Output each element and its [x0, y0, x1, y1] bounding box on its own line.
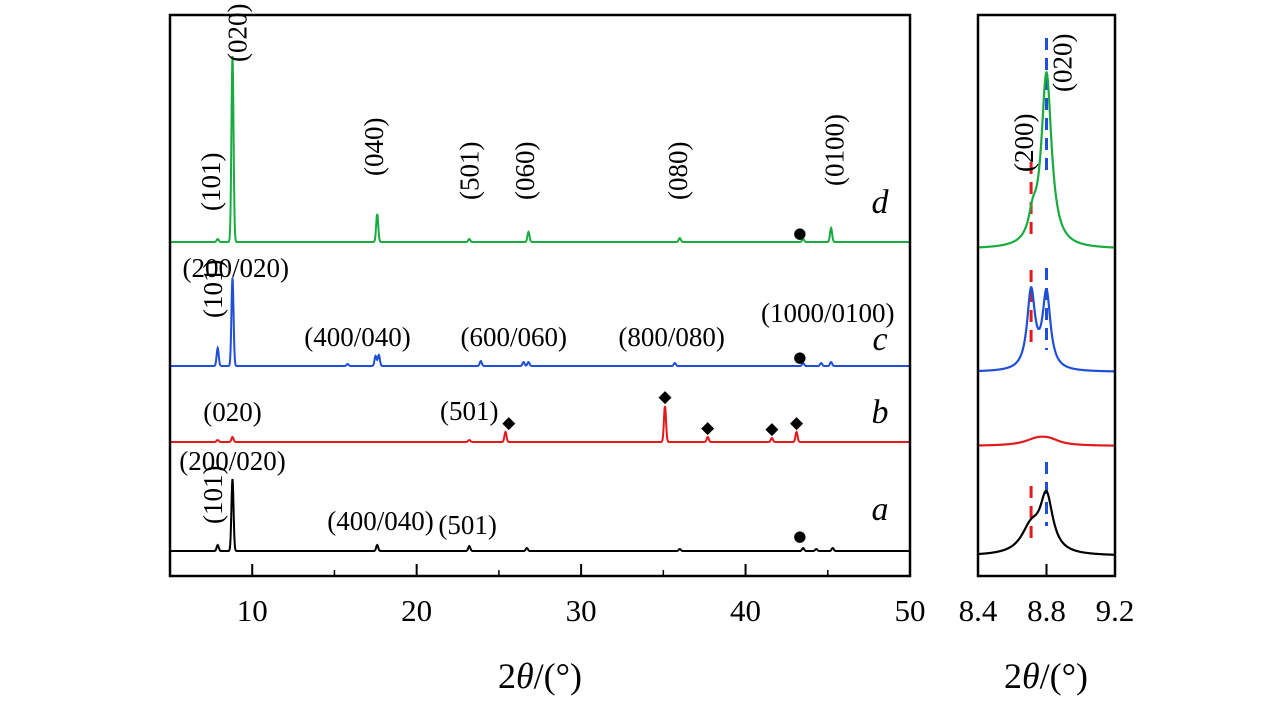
zoom-tick-label-1: 8.8 [1027, 593, 1066, 628]
zoom-x-title-suffix: /(°) [1040, 656, 1088, 696]
main-x-axis: 10 20 30 40 50 [237, 564, 926, 628]
main-tick-label-0: 10 [237, 593, 268, 628]
peak-label-d-2: (040) [359, 118, 389, 176]
curve-d [170, 55, 910, 243]
dot-marker-a-0: ● [793, 527, 806, 545]
diamond-marker-b-4: ◆ [790, 413, 804, 433]
diamond-marker-b-3: ◆ [765, 419, 779, 439]
main-series-group [170, 55, 910, 552]
peak-label-d-4: (060) [510, 142, 540, 200]
main-plot-frame [168, 13, 912, 578]
zoom-curve-d [977, 70, 1116, 249]
peak-label-c-5: (1000/0100) [761, 298, 894, 328]
peak-label-b-1: (501) [440, 396, 498, 426]
zoom-x-axis-title: 2θ/(°) [1004, 656, 1088, 696]
zoom-series-group [977, 70, 1116, 556]
peak-label-c-4: (800/080) [618, 322, 724, 352]
peak-label-a-3: (501) [438, 510, 496, 540]
main-annotations: (101)(200/020)(400/040) (501) ●a(020) (501)… [179, 4, 894, 545]
zoom-ref-label-0: (200) [1009, 114, 1039, 172]
peak-label-c-2: (400/040) [304, 322, 410, 352]
peak-label-a-2: (400/040) [327, 506, 433, 536]
zoom-ref-label-1: (020) [1048, 34, 1078, 92]
main-tick-label-4: 50 [895, 593, 926, 628]
curve-label-b: b [872, 394, 889, 431]
peak-label-c-0: (101) [198, 260, 228, 318]
main-tick-label-1: 20 [401, 593, 432, 628]
zoom-curve-c [977, 285, 1116, 373]
diamond-marker-b-2: ◆ [701, 418, 715, 438]
zoom-panel: (200) (020) 8.4 8.8 9.2 2θ/(°) [959, 13, 1135, 696]
curve-label-a: a [872, 491, 889, 528]
x-title-prefix: 2 [498, 656, 516, 696]
peak-label-b-0: (020) [203, 397, 261, 427]
curve-label-d: d [872, 184, 890, 221]
curve-a [170, 478, 910, 552]
peak-label-d-6: (0100) [819, 114, 849, 186]
peak-label-c-3: (600/060) [460, 322, 566, 352]
peak-label-a-1: (200/020) [179, 446, 285, 476]
zoom-reference-lines: (200) (020) [1009, 34, 1078, 546]
peak-label-d-3: (501) [454, 142, 484, 200]
main-panel: (101)(200/020)(400/040) (501) ●a(020) (501)… [168, 4, 926, 696]
main-tick-label-3: 40 [730, 593, 761, 628]
diamond-marker-b-1: ◆ [658, 387, 672, 407]
peak-label-a-0: (101) [198, 466, 228, 524]
main-x-axis-title: 2θ/(°) [498, 656, 582, 696]
peak-label-c-1: (200/020) [183, 253, 289, 283]
x-title-theta: θ [516, 656, 534, 696]
peak-label-d-0: (101) [196, 153, 226, 211]
zoom-curve-a [977, 489, 1116, 556]
zoom-x-title-prefix: 2 [1004, 656, 1022, 696]
curve-c [170, 277, 910, 367]
dot-marker-d-0: ● [793, 224, 806, 242]
peak-label-d-5: (080) [663, 142, 693, 200]
peak-label-d-1: (020) [222, 4, 252, 62]
curve-b [170, 405, 910, 443]
zoom-x-axis: 8.4 8.8 9.2 [959, 564, 1135, 628]
diamond-marker-b-0: ◆ [502, 413, 516, 433]
zoom-tick-label-0: 8.4 [959, 593, 998, 628]
zoom-curve-b [977, 435, 1115, 447]
curve-label-c: c [872, 321, 887, 358]
x-title-suffix: /(°) [534, 656, 582, 696]
zoom-tick-label-2: 9.2 [1096, 593, 1135, 628]
dot-marker-c-0: ● [793, 348, 806, 366]
main-tick-label-2: 30 [566, 593, 597, 628]
zoom-x-title-theta: θ [1022, 656, 1040, 696]
